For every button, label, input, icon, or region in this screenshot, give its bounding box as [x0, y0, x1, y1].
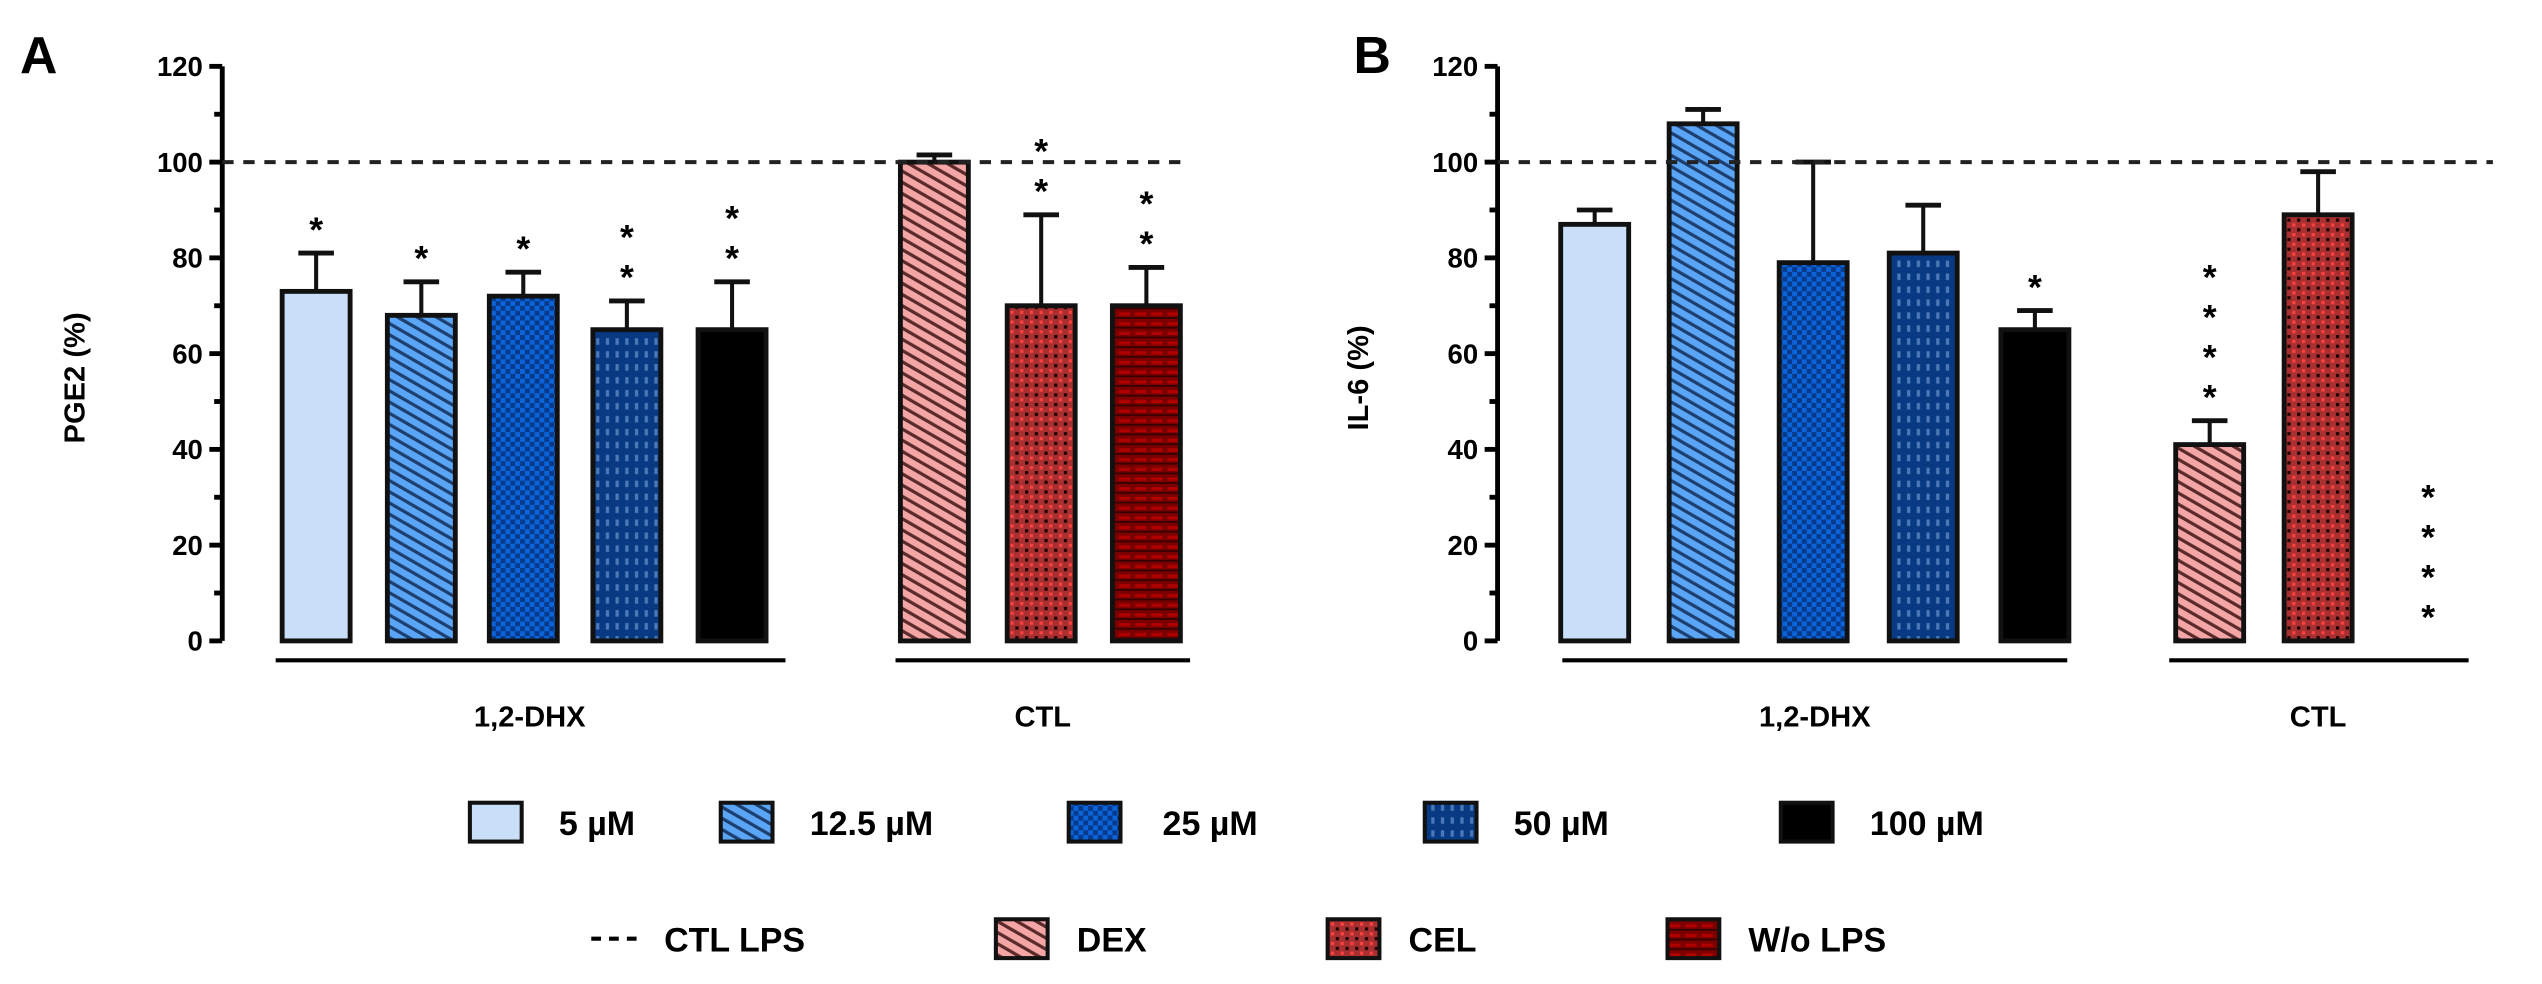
significance-stars: ****	[2190, 257, 2230, 417]
y-tick-label: 0	[188, 626, 203, 657]
legend-label: W/o LPS	[1748, 922, 1886, 960]
legend-item: 100 µM	[1778, 800, 1984, 844]
bar-25-m	[1776, 260, 1850, 644]
y-tick-label: 100	[157, 147, 203, 178]
y-tick-label: 40	[172, 434, 203, 465]
bar-50-m	[590, 327, 664, 644]
significance-stars: **	[1021, 132, 1061, 212]
legend-swatch	[1422, 800, 1479, 844]
group-label: CTL	[1014, 702, 1071, 734]
y-tick-label: 80	[1448, 243, 1479, 274]
y-tick-label: 20	[1448, 530, 1479, 561]
significance-stars: ****	[2408, 478, 2448, 638]
legend-item: DEX	[993, 917, 1147, 961]
panel-label: B	[1354, 26, 1391, 84]
y-tick-label: 0	[1463, 626, 1478, 657]
legend-swatch	[467, 800, 524, 844]
legend: 5 µM 12.5 µM 25 µM 50 µM 100 µM CTL LPS DEX CEL…	[467, 800, 1984, 961]
legend-label: CTL LPS	[664, 922, 805, 960]
y-tick-label: 60	[1448, 338, 1479, 369]
legend-swatch	[993, 917, 1050, 961]
bar-25-m	[486, 293, 560, 644]
legend-item: CEL	[1325, 917, 1477, 961]
bar-dex	[897, 159, 971, 644]
y-axis-label: IL-6 (%)	[1343, 325, 1375, 430]
group-label: CTL	[2290, 702, 2347, 734]
legend-item: 25 µM	[1066, 800, 1258, 844]
y-tick-label: 120	[1432, 51, 1478, 82]
legend-label: CEL	[1409, 922, 1477, 960]
legend-swatch	[718, 800, 775, 844]
significance-stars: *	[503, 229, 543, 269]
group-label: 1,2-DHX	[1759, 702, 1871, 734]
legend-item: 5 µM	[467, 800, 635, 844]
y-axis-label: PGE2 (%)	[60, 312, 92, 443]
y-tick-label: 20	[172, 530, 203, 561]
panel-label: A	[20, 26, 57, 84]
y-tick-label: 120	[157, 51, 203, 82]
legend-item: W/o LPS	[1665, 917, 1886, 961]
legend-item: CTL LPS	[591, 922, 805, 960]
significance-stars: **	[607, 218, 647, 298]
legend-label: 5 µM	[559, 805, 635, 843]
significance-stars: **	[1126, 184, 1166, 264]
significance-stars: *	[296, 210, 336, 250]
legend-label: 100 µM	[1870, 805, 1984, 843]
bar-12-5-m	[384, 312, 458, 644]
y-tick-label: 60	[172, 338, 203, 369]
bar-5-m	[279, 288, 353, 644]
legend-item: 12.5 µM	[718, 800, 933, 844]
bar-100-m	[695, 327, 769, 644]
significance-stars: **	[712, 199, 752, 279]
bar-cel	[2281, 212, 2355, 644]
bar-cel	[1004, 303, 1078, 644]
y-tick-label: 100	[1432, 147, 1478, 178]
bar-5-m	[1558, 221, 1632, 644]
legend-label: 50 µM	[1514, 805, 1609, 843]
group-label: 1,2-DHX	[474, 702, 586, 734]
legend-label: 25 µM	[1163, 805, 1258, 843]
legend-label: 12.5 µM	[810, 805, 933, 843]
legend-swatch	[1665, 917, 1722, 961]
bar-dex	[2173, 442, 2247, 644]
legend-label: DEX	[1077, 922, 1147, 960]
legend-item: 50 µM	[1422, 800, 1609, 844]
y-tick-label: 80	[172, 243, 203, 274]
significance-stars: *	[401, 239, 441, 279]
significance-stars: *	[2015, 267, 2055, 307]
y-tick-label: 40	[1448, 434, 1479, 465]
legend-swatch	[1778, 800, 1835, 844]
bar-50-m	[1886, 250, 1960, 644]
legend-swatch	[1066, 800, 1123, 844]
bar-100-m	[1998, 327, 2072, 644]
legend-swatch	[1325, 917, 1382, 961]
bar-w-o-lps	[1109, 303, 1183, 644]
bar-12-5-m	[1666, 121, 1740, 644]
